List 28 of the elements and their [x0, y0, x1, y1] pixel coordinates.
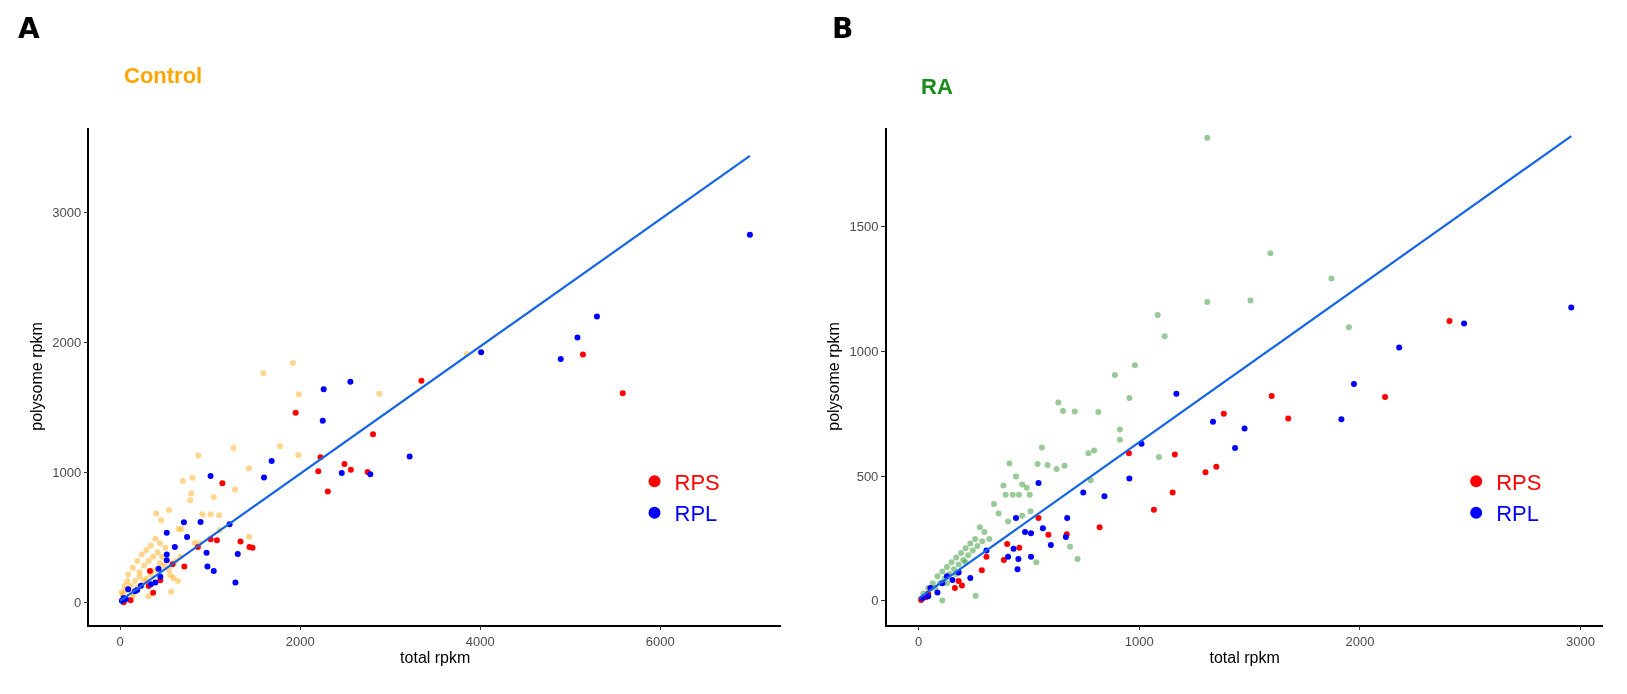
legend-label: RPS: [1496, 469, 1542, 495]
y-axis-title: polysome rpkm: [27, 322, 45, 431]
x-tick-label: 2000: [285, 633, 315, 649]
y-tick-label: 0: [73, 595, 82, 611]
x-tick-label: 0: [116, 633, 124, 649]
x-tick-label: 3000: [1566, 633, 1595, 649]
x-axis-title: total rpkm: [1209, 649, 1280, 667]
y-tick-label: 1000: [52, 465, 82, 481]
text: A: [18, 12, 40, 45]
text: B: [832, 12, 854, 45]
legend-label: RPS: [674, 469, 720, 495]
legend-label: RPL: [1496, 501, 1539, 527]
x-tick-label: 6000: [645, 633, 675, 649]
y-axis-title: polysome rpkm: [824, 322, 842, 431]
y-tick-label: 1000: [849, 344, 879, 360]
chart-title: Control: [124, 63, 203, 88]
y-tick-label: 3000: [52, 205, 82, 221]
y-tick-label: 0: [871, 593, 879, 609]
y-tick-label: 500: [856, 468, 879, 484]
chart-title: RA: [921, 74, 953, 99]
y-tick-label: 1500: [849, 219, 879, 235]
x-axis-title: total rpkm: [400, 649, 471, 667]
x-tick-label: 1000: [1124, 633, 1154, 649]
x-tick-label: 0: [915, 633, 923, 649]
x-tick-label: 4000: [465, 633, 495, 649]
x-tick-label: 2000: [1345, 633, 1375, 649]
y-tick-label: 2000: [52, 335, 82, 351]
legend-label: RPL: [674, 501, 718, 527]
